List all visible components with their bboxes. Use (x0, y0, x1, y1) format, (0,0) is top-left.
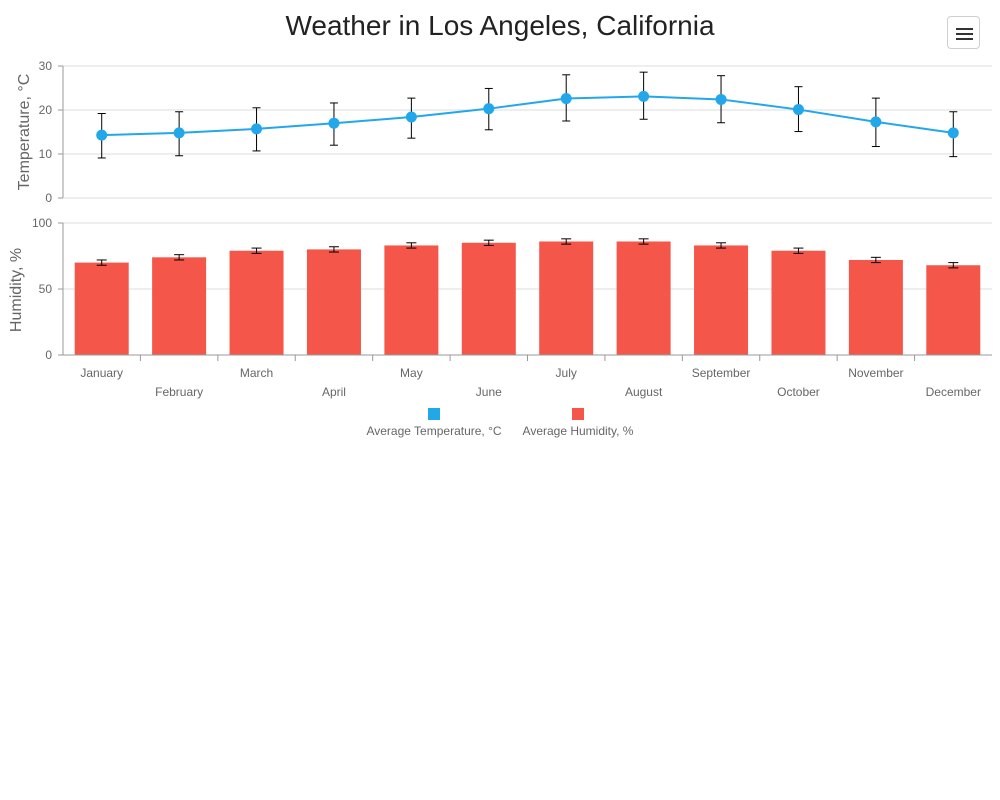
temp-y-tick-label: 30 (39, 59, 53, 73)
temperature-point (251, 123, 263, 135)
temperature-point (870, 116, 882, 128)
temperature-point (328, 117, 340, 129)
humidity-bar (539, 241, 594, 355)
humidity-bar (461, 242, 516, 355)
x-tick-label: August (625, 385, 663, 399)
x-tick-label: July (556, 366, 577, 380)
x-tick-label: October (777, 385, 820, 399)
temperature-point (947, 127, 959, 139)
temperature-point (483, 103, 495, 115)
x-tick-label: February (155, 385, 203, 399)
hum-y-tick-label: 50 (39, 282, 53, 296)
humidity-bar (229, 250, 284, 355)
legend-label-temperature: Average Temperature, °C (366, 424, 502, 438)
temp-y-tick-label: 20 (39, 103, 53, 117)
humidity-bar (306, 249, 361, 355)
temperature-point (96, 129, 108, 141)
legend-swatch-humidity (572, 408, 584, 420)
x-tick-label: December (926, 385, 981, 399)
temperature-point (715, 93, 727, 105)
humidity-bar (152, 257, 207, 355)
humidity-bar (616, 241, 671, 355)
temperature-point (405, 111, 417, 123)
x-tick-label: March (240, 366, 273, 380)
legend-label-humidity: Average Humidity, % (522, 424, 634, 438)
x-tick-label: January (80, 366, 123, 380)
x-tick-label: September (692, 366, 751, 380)
legend-item-humidity[interactable]: Average Humidity, % (508, 406, 648, 438)
legend-item-temperature[interactable]: Average Temperature, °C (354, 406, 514, 438)
temp-y-axis-title: Temperature, °C (16, 74, 33, 191)
temp-y-tick-label: 10 (39, 147, 53, 161)
x-tick-label: May (400, 366, 423, 380)
humidity-bar (926, 265, 981, 355)
temperature-point (560, 93, 572, 105)
temperature-series-line (101, 95, 954, 137)
humidity-bar (848, 259, 903, 355)
temp-y-tick-label: 0 (45, 191, 52, 205)
chart-menu-button[interactable] (947, 16, 980, 49)
hum-y-tick-label: 100 (32, 216, 52, 230)
temperature-point (638, 90, 650, 102)
humidity-bar (74, 262, 129, 355)
humidity-bar (384, 245, 439, 355)
temperature-point (173, 127, 185, 139)
hum-y-tick-label: 0 (45, 348, 52, 362)
temperature-point (792, 104, 804, 116)
legend-swatch-temperature (428, 408, 440, 420)
x-tick-label: June (476, 385, 502, 399)
humidity-bar (771, 250, 826, 355)
x-tick-label: November (848, 366, 903, 380)
hum-y-axis-title: Humidity, % (8, 248, 25, 332)
humidity-bar (694, 245, 749, 355)
x-tick-label: April (322, 385, 346, 399)
chart-title: Weather in Los Angeles, California (285, 10, 715, 41)
